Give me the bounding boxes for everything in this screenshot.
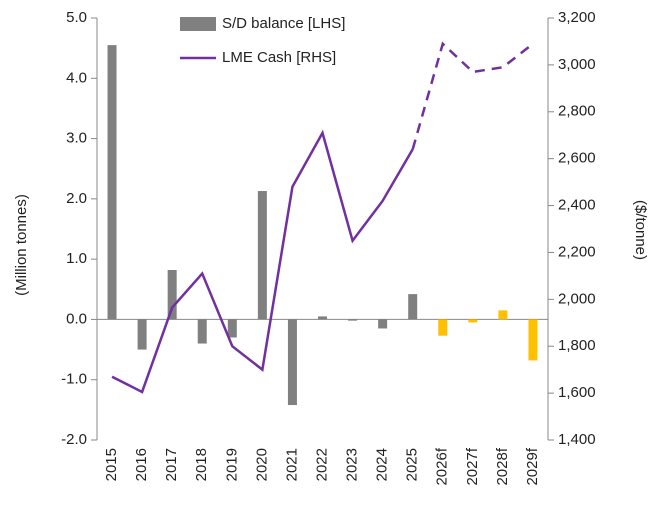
x-tick-label: 2027f bbox=[464, 447, 481, 485]
y2-tick-label: 1,400 bbox=[558, 431, 596, 448]
line bbox=[111, 129, 414, 394]
x-tick-label: 2028f bbox=[494, 447, 511, 485]
y-tick-label: 3.0 bbox=[66, 130, 87, 147]
x-tick-label: 2016 bbox=[133, 448, 150, 481]
x-tick-label: 2029f bbox=[524, 447, 541, 485]
bar bbox=[167, 269, 177, 320]
bar bbox=[227, 319, 237, 338]
bar bbox=[318, 316, 327, 320]
x-tick-label: 2025 bbox=[404, 448, 421, 481]
bar bbox=[528, 319, 538, 361]
bar bbox=[408, 294, 418, 320]
legend-label: LME Cash [RHS] bbox=[222, 49, 336, 66]
x-tick-label: 2020 bbox=[253, 448, 270, 481]
x-tick-label: 2023 bbox=[344, 448, 361, 481]
y2-tick-label: 1,600 bbox=[558, 384, 596, 401]
y-axis-label: (Million tonnes) bbox=[13, 194, 30, 296]
bar bbox=[438, 319, 448, 336]
y-tick-label: -2.0 bbox=[61, 431, 87, 448]
y-tick-label: 4.0 bbox=[66, 69, 87, 86]
x-tick-label: 2026f bbox=[434, 447, 451, 485]
x-tick-label: 2017 bbox=[163, 448, 180, 481]
bar bbox=[257, 191, 267, 320]
y2-tick-label: 2,200 bbox=[558, 243, 596, 260]
y-tick-label: 5.0 bbox=[66, 9, 87, 26]
y2-axis-label: ($/tonne) bbox=[632, 200, 649, 260]
bar bbox=[378, 319, 388, 329]
y2-tick-label: 2,600 bbox=[558, 150, 596, 167]
y2-tick-label: 3,200 bbox=[558, 9, 596, 26]
x-tick-label: 2024 bbox=[374, 448, 391, 481]
bar bbox=[498, 310, 508, 320]
y-tick-label: 2.0 bbox=[66, 190, 87, 207]
x-tick-label: 2015 bbox=[103, 448, 120, 481]
y2-tick-label: 2,400 bbox=[558, 197, 596, 214]
x-tick-label: 2018 bbox=[193, 448, 210, 481]
y2-tick-label: 2,000 bbox=[558, 290, 596, 307]
bar bbox=[287, 319, 297, 406]
y-tick-label: 0.0 bbox=[66, 310, 87, 327]
bar bbox=[107, 45, 117, 320]
x-tick-label: 2021 bbox=[283, 448, 300, 481]
y-tick-label: 1.0 bbox=[66, 250, 87, 267]
legend-label: S/D balance [LHS] bbox=[222, 15, 345, 32]
line-forecast bbox=[411, 41, 534, 150]
y2-tick-label: 2,800 bbox=[558, 103, 596, 120]
y2-tick-label: 1,800 bbox=[558, 337, 596, 354]
bar bbox=[468, 319, 478, 323]
y-tick-label: -1.0 bbox=[61, 371, 87, 388]
bar bbox=[137, 319, 147, 350]
x-tick-label: 2019 bbox=[223, 448, 240, 481]
y2-tick-label: 3,000 bbox=[558, 56, 596, 73]
x-tick-label: 2022 bbox=[313, 448, 330, 481]
bar bbox=[348, 319, 358, 321]
bar bbox=[197, 319, 207, 344]
legend-swatch bbox=[180, 17, 216, 31]
